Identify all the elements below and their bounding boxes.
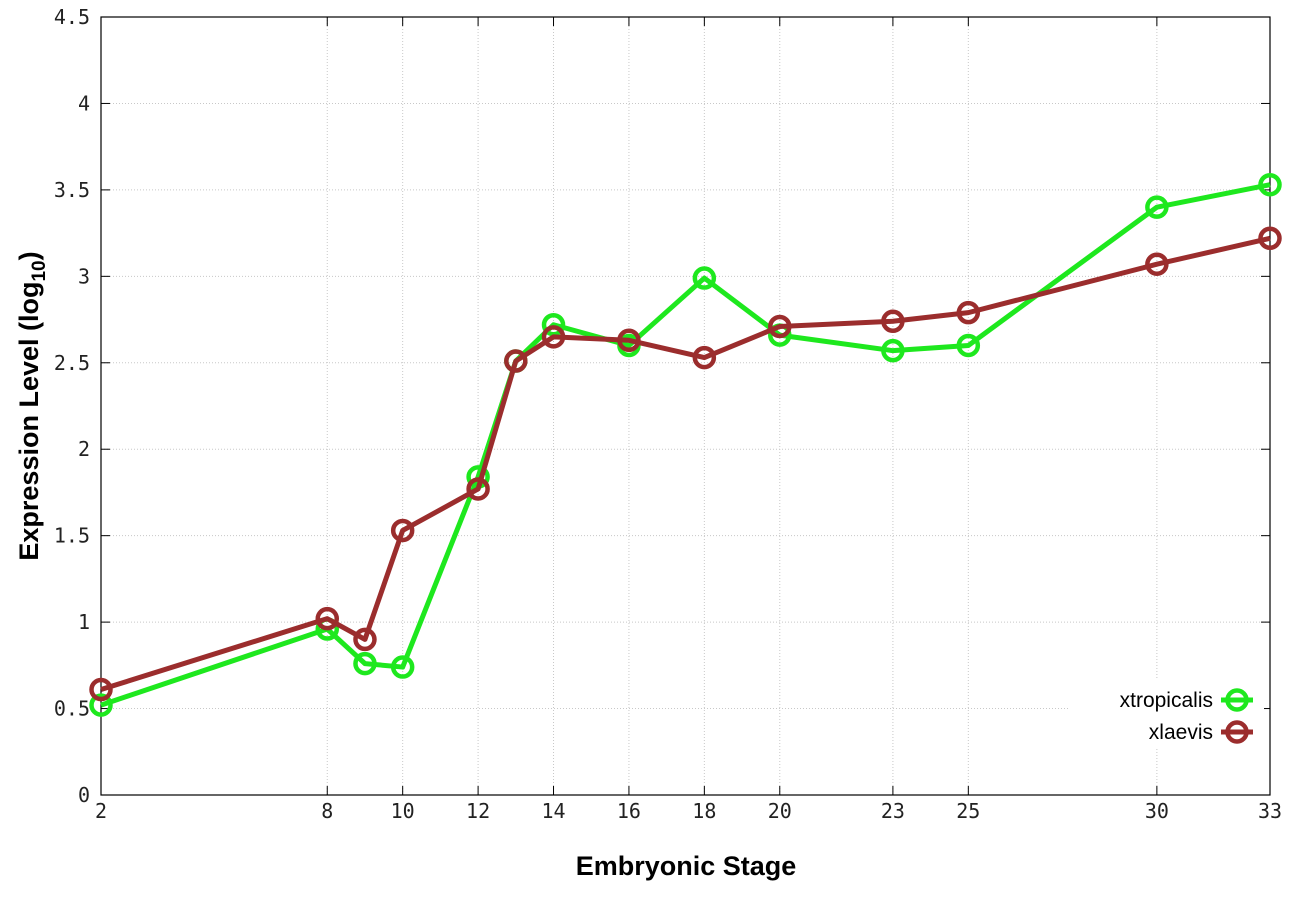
data-point bbox=[390, 518, 415, 543]
series-line bbox=[100, 235, 1271, 692]
data-point bbox=[353, 651, 377, 676]
x-tick-label: 2 bbox=[95, 799, 107, 823]
y-tick-label: 4.5 bbox=[54, 5, 90, 29]
x-tick-label: 10 bbox=[391, 799, 415, 823]
x-tick-label: 12 bbox=[466, 799, 490, 823]
y-tick-label: 2 bbox=[78, 437, 90, 461]
y-tick-label: 1 bbox=[78, 610, 90, 634]
x-tick-label: 33 bbox=[1258, 799, 1282, 823]
legend-label: xlaevis bbox=[1149, 721, 1213, 744]
data-point bbox=[541, 312, 566, 337]
data-point bbox=[1258, 226, 1282, 251]
data-point bbox=[315, 606, 340, 631]
x-axis-title: Embryonic Stage bbox=[576, 851, 797, 881]
data-point bbox=[692, 345, 717, 370]
legend-item: xtropicalis bbox=[1120, 688, 1253, 712]
data-point bbox=[881, 309, 905, 334]
x-tick-label: 30 bbox=[1145, 799, 1169, 823]
data-point bbox=[692, 266, 717, 290]
x-tick-label: 25 bbox=[956, 799, 980, 823]
data-point bbox=[1145, 252, 1169, 276]
data-point bbox=[956, 333, 981, 358]
y-tick-label: 0 bbox=[78, 783, 90, 807]
legend-label: xtropicalis bbox=[1120, 689, 1213, 712]
data-point bbox=[390, 655, 415, 679]
data-point bbox=[504, 349, 528, 373]
x-tick-label: 16 bbox=[617, 799, 641, 823]
data-point bbox=[541, 325, 566, 349]
data-point bbox=[881, 338, 905, 363]
plot-frame bbox=[100, 16, 1271, 796]
x-tick-label: 14 bbox=[541, 799, 565, 823]
y-tick-label: 1.5 bbox=[54, 524, 90, 548]
series-line bbox=[100, 182, 1271, 708]
y-axis-title-close: ) bbox=[14, 251, 44, 260]
y-axis-title: Expression Level (log10) bbox=[14, 251, 50, 560]
series-lines bbox=[89, 172, 1282, 717]
x-tick-label: 8 bbox=[321, 799, 333, 823]
data-point bbox=[466, 477, 490, 501]
x-tick-label: 18 bbox=[692, 799, 716, 823]
data-point bbox=[1145, 195, 1169, 219]
y-tick-label: 3 bbox=[78, 264, 90, 288]
legend-marker bbox=[1225, 688, 1249, 712]
data-point bbox=[1258, 172, 1282, 197]
legend: xtropicalis xlaevis bbox=[1070, 680, 1264, 748]
axis-ticks: 2 8 10 12 14 16 18 20 23 25 30 33 0 0.5 1 1.5 2 2.5 3 3.5 4 4… bbox=[54, 5, 1282, 823]
legend-item: xlaevis bbox=[1149, 720, 1253, 744]
x-tick-label: 23 bbox=[881, 799, 905, 823]
y-axis-title-subscript: 10 bbox=[29, 260, 50, 281]
data-point bbox=[89, 693, 113, 717]
data-point bbox=[89, 677, 113, 702]
data-point bbox=[353, 627, 377, 652]
y-tick-label: 4 bbox=[78, 91, 90, 115]
series-xlaevis bbox=[89, 226, 1282, 702]
y-tick-label: 2.5 bbox=[54, 351, 90, 375]
data-point bbox=[617, 328, 641, 353]
data-point bbox=[956, 300, 981, 325]
y-tick-label: 3.5 bbox=[54, 178, 90, 202]
data-point bbox=[768, 314, 792, 339]
x-tick-label: 20 bbox=[768, 799, 792, 823]
y-axis-title-main: Expression Level (log bbox=[14, 282, 44, 561]
legend-marker bbox=[1225, 720, 1249, 744]
y-tick-label: 0.5 bbox=[54, 697, 90, 721]
